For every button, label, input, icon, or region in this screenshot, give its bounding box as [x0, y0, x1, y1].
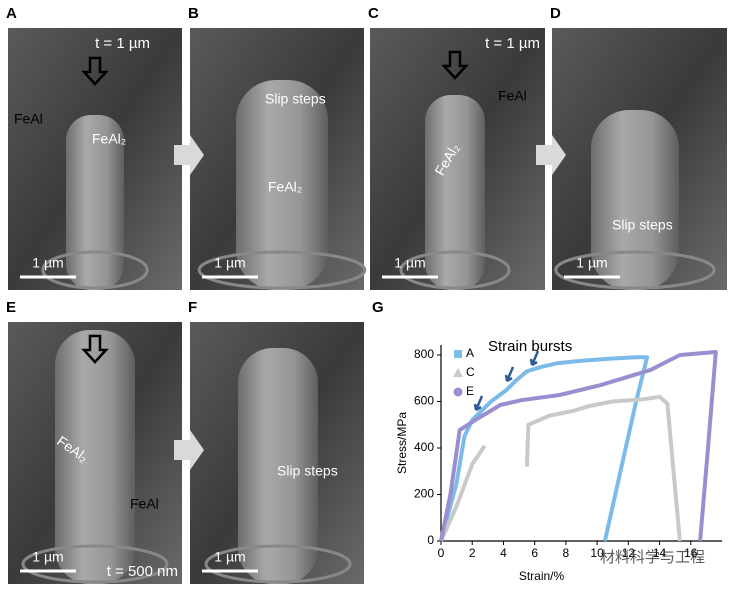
legend-label: A — [466, 346, 474, 360]
pillar-base — [197, 250, 367, 290]
panel-letter: E — [6, 299, 16, 316]
pillar — [238, 348, 318, 584]
x-tick-label: 10 — [590, 546, 604, 560]
x-tick-label: 2 — [469, 546, 476, 560]
transition-arrow — [174, 135, 204, 175]
pillar — [236, 80, 328, 290]
pillar-base — [41, 250, 149, 290]
y-tick-label: 400 — [414, 440, 434, 454]
series-line — [439, 350, 718, 542]
annotation: Strain bursts — [488, 338, 572, 355]
pillar-base — [554, 250, 716, 290]
pillar — [591, 110, 679, 290]
pillar — [55, 330, 135, 584]
scale-bar-label: 1 µm — [576, 255, 607, 271]
x-tick-label: 14 — [653, 546, 667, 560]
panel-label: FeAl₂ — [268, 179, 302, 195]
panel-label: FeAl — [14, 111, 43, 127]
y-tick-label: 600 — [414, 394, 434, 408]
legend-marker — [454, 350, 462, 358]
panel-label: Slip steps — [277, 463, 338, 479]
panel-label: Slip steps — [265, 91, 326, 107]
x-axis-label: Strain/% — [519, 569, 565, 583]
transition-arrow — [174, 430, 204, 470]
pillar — [425, 95, 485, 290]
legend-marker — [453, 368, 463, 377]
x-tick-label: 12 — [622, 546, 636, 560]
transition-arrow — [536, 135, 566, 175]
x-tick-label: 0 — [438, 546, 445, 560]
scale-bar-label: 1 µm — [32, 549, 63, 565]
panel-label: FeAl — [130, 496, 159, 512]
scale-bar-label: 1 µm — [394, 255, 425, 271]
load-arrow — [81, 334, 109, 364]
legend-label: E — [466, 384, 474, 398]
panel-label: FeAl — [498, 88, 527, 104]
pillar — [66, 115, 124, 290]
panel-label: t = 500 nm — [107, 563, 178, 580]
panel-letter: A — [6, 5, 17, 22]
x-tick-label: 8 — [563, 546, 570, 560]
panel-letter: C — [368, 5, 379, 22]
panel-label: FeAl₂ — [92, 131, 126, 147]
burst-arrow — [473, 395, 484, 412]
y-tick-label: 800 — [414, 347, 434, 361]
panel-label: Slip steps — [612, 217, 673, 233]
x-tick-label: 4 — [500, 546, 507, 560]
legend-marker — [453, 387, 463, 397]
y-axis-label: Stress/MPa — [395, 412, 409, 474]
y-tick-label: 200 — [414, 487, 434, 501]
y-tick-label: 0 — [427, 533, 434, 547]
scale-bar-label: 1 µm — [214, 549, 245, 565]
burst-arrow — [504, 366, 515, 383]
panel-letter: B — [188, 5, 199, 22]
legend-label: C — [466, 365, 475, 379]
burst-arrow — [529, 350, 540, 367]
watermark: 材料科学与工程 — [600, 549, 705, 566]
pillar-base — [21, 544, 169, 584]
load-arrow — [81, 56, 109, 86]
pillar-base — [399, 250, 511, 290]
x-tick-label: 16 — [684, 546, 698, 560]
panel-letter: G — [372, 299, 384, 316]
panel-letter: F — [188, 299, 197, 316]
x-tick-label: 6 — [531, 546, 538, 560]
panel-letter: D — [550, 5, 561, 22]
series-line — [439, 394, 682, 542]
scale-bar-label: 1 µm — [214, 255, 245, 271]
panel-label: t = 1 µm — [485, 35, 540, 52]
pillar-base — [204, 544, 352, 584]
load-arrow — [441, 50, 469, 80]
scale-bar-label: 1 µm — [32, 255, 63, 271]
panel-label: t = 1 µm — [95, 35, 150, 52]
